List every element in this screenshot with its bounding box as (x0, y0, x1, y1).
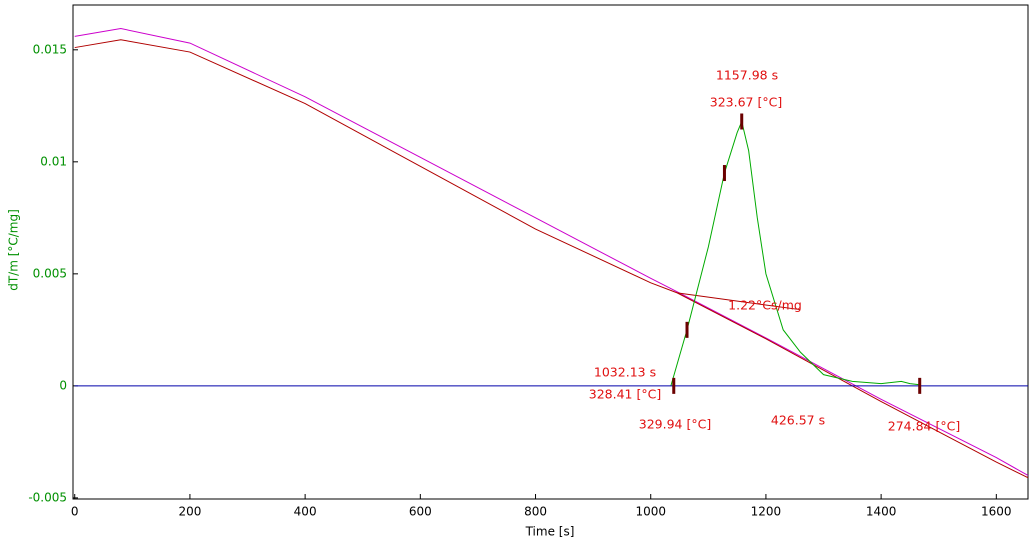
annotation: 1032.13 s (594, 365, 656, 380)
y-axis-label: dT/m [°C/mg] (7, 209, 21, 291)
x-axis-label: Time [s] (525, 525, 575, 539)
x-tick-label: 0 (71, 505, 79, 519)
series-line (670, 119, 920, 387)
x-tick-label: 1600 (981, 505, 1012, 519)
annotation: 329.94 [°C] (639, 417, 711, 432)
annotation: 274.84 [°C] (888, 419, 960, 434)
y-tick-label: 0.015 (33, 42, 67, 56)
peak-marker (918, 377, 922, 394)
series-line (74, 28, 1029, 476)
peak-marker (672, 377, 676, 394)
peak-marker (740, 113, 744, 130)
y-tick-label: 0 (59, 378, 67, 392)
annotation: 323.67 [°C] (710, 95, 782, 110)
plot-frame (72, 4, 1029, 500)
series-line (74, 39, 1029, 479)
annotation: 1157.98 s (716, 68, 778, 83)
annotation: 328.41 [°C] (589, 387, 661, 402)
annotation: 1.22°Cs/mg (728, 298, 802, 313)
y-tick-label: 0.005 (33, 266, 67, 280)
y-tick-label: 0.01 (40, 154, 67, 168)
x-tick-label: 600 (409, 505, 432, 519)
peak-marker (722, 165, 726, 182)
x-tick-label: 1400 (866, 505, 897, 519)
x-tick-label: 1000 (635, 505, 666, 519)
x-tick-label: 800 (524, 505, 547, 519)
series-line (677, 292, 801, 311)
annotation: 426.57 s (771, 413, 825, 428)
x-tick-label: 1200 (751, 505, 782, 519)
peak-marker (685, 321, 689, 338)
x-tick-label: 200 (178, 505, 201, 519)
x-tick-label: 400 (294, 505, 317, 519)
y-tick-label: -0.005 (28, 490, 67, 504)
